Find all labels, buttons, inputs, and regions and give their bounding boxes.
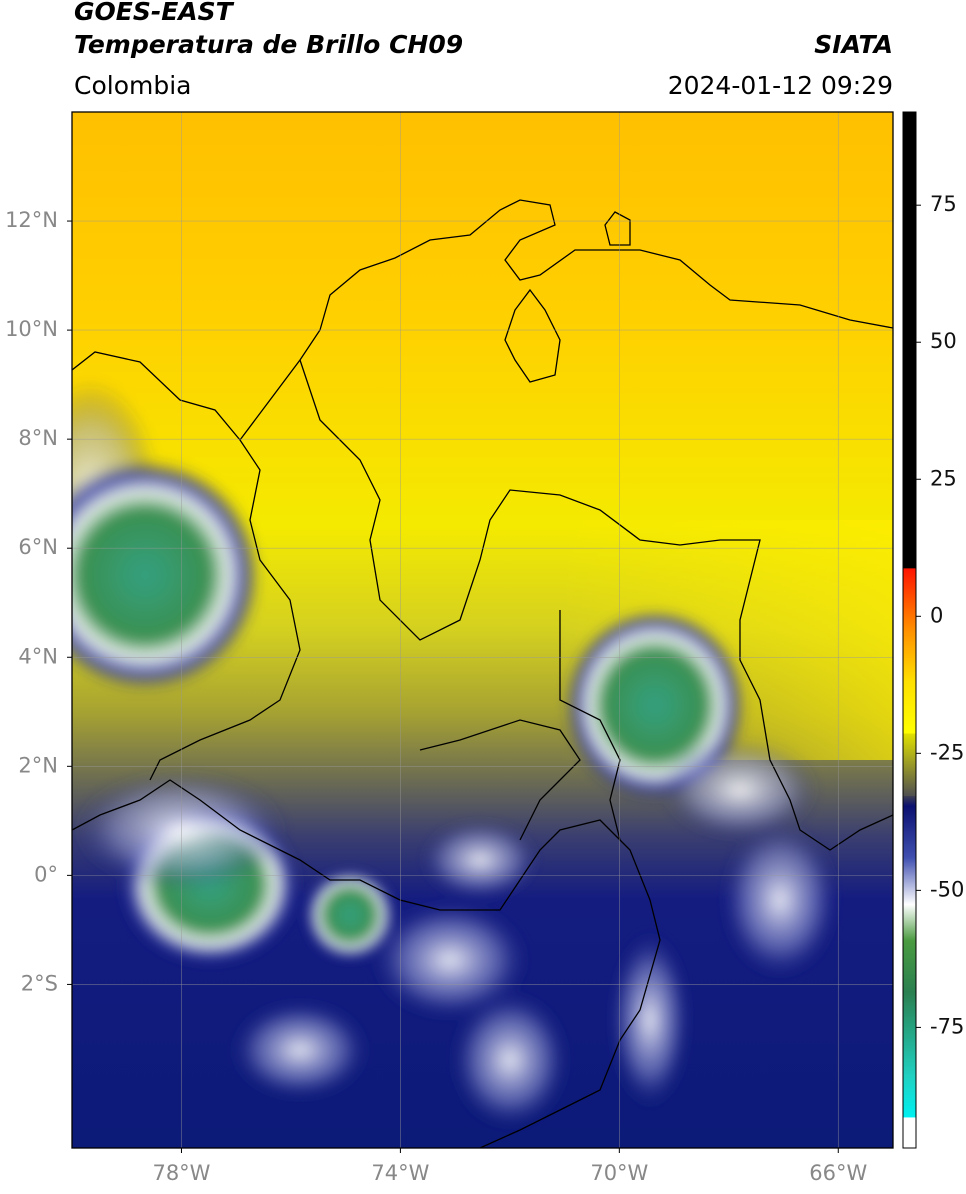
colorbar-tick-label: -75 <box>930 1014 964 1038</box>
map-frame <box>71 111 894 1149</box>
colorbar-tick-label: 0 <box>930 603 943 627</box>
graticule <box>72 112 893 1148</box>
source-title: GOES-EAST <box>74 0 235 26</box>
y-tick-label: 12°N <box>5 208 58 232</box>
colorbar <box>902 111 917 1149</box>
product-title: Temperatura de Brillo CH09 <box>74 30 463 59</box>
x-tick-label: 74°W <box>371 1161 429 1185</box>
y-tick-label: 2°N <box>18 753 58 777</box>
y-tick-label: 8°N <box>18 426 58 450</box>
organization: SIATA <box>814 30 893 59</box>
x-tick-label: 70°W <box>590 1161 648 1185</box>
region: Colombia <box>74 71 191 100</box>
colorbar-tick-label: 50 <box>930 329 957 353</box>
satellite-image <box>72 112 893 1148</box>
datetime: 2024-01-12 09:29 <box>668 71 893 100</box>
x-tick-label: 78°W <box>152 1161 210 1185</box>
colorbar-tick-label: -25 <box>930 740 964 764</box>
colorbar-tick-label: -50 <box>930 877 964 901</box>
x-tick-label: 66°W <box>809 1161 867 1185</box>
colorbar-tick-label: 25 <box>930 466 957 490</box>
y-tick-label: 6°N <box>18 535 58 559</box>
y-tick-label: 0° <box>34 862 58 886</box>
colorbar-tick-label: 75 <box>930 192 957 216</box>
y-tick-label: 2°S <box>21 971 58 995</box>
y-tick-label: 4°N <box>18 644 58 668</box>
y-tick-label: 10°N <box>5 317 58 341</box>
